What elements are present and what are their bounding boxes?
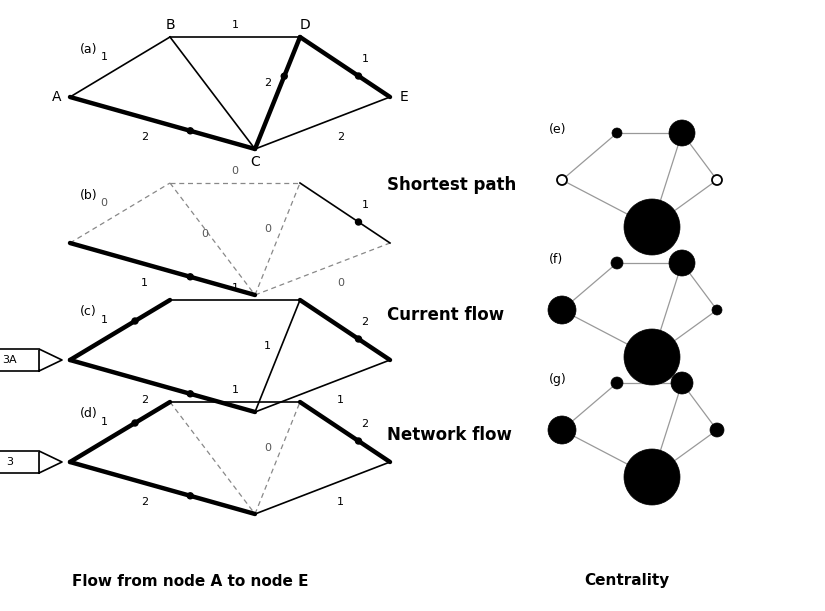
Text: (c): (c): [80, 306, 97, 318]
Text: 1: 1: [232, 20, 238, 30]
Text: 2: 2: [361, 419, 369, 429]
Text: 2: 2: [337, 132, 344, 142]
Circle shape: [669, 120, 695, 146]
Polygon shape: [39, 349, 62, 371]
Circle shape: [187, 391, 193, 397]
Text: 1: 1: [361, 54, 369, 64]
Text: Centrality: Centrality: [584, 574, 670, 588]
Text: 0: 0: [264, 224, 271, 234]
Text: 1: 1: [337, 497, 344, 507]
Text: (d): (d): [80, 408, 97, 420]
Circle shape: [356, 438, 361, 444]
Text: 0: 0: [101, 198, 107, 208]
Circle shape: [548, 416, 576, 444]
Circle shape: [671, 372, 693, 394]
Circle shape: [611, 377, 623, 389]
Circle shape: [356, 73, 361, 79]
Text: 3: 3: [6, 457, 13, 467]
Circle shape: [187, 493, 193, 499]
Circle shape: [132, 420, 138, 426]
Text: 0: 0: [337, 278, 344, 288]
Circle shape: [187, 274, 193, 280]
FancyBboxPatch shape: [0, 349, 39, 371]
Polygon shape: [39, 451, 62, 473]
FancyBboxPatch shape: [0, 451, 39, 473]
Text: 0: 0: [232, 166, 238, 176]
Text: (a): (a): [80, 43, 97, 56]
Circle shape: [356, 336, 361, 342]
Circle shape: [712, 305, 722, 315]
Text: 2: 2: [141, 497, 148, 507]
Text: 3A: 3A: [2, 355, 16, 365]
Text: 1: 1: [264, 341, 271, 351]
Circle shape: [611, 257, 623, 269]
Text: Flow from node A to node E: Flow from node A to node E: [72, 574, 308, 588]
Circle shape: [669, 250, 695, 276]
Text: B: B: [165, 18, 175, 32]
Text: 0: 0: [264, 443, 271, 453]
Text: 1: 1: [232, 283, 238, 293]
Text: (b): (b): [80, 189, 97, 202]
Text: E: E: [399, 90, 408, 104]
Text: Network flow: Network flow: [387, 426, 512, 444]
Text: 1: 1: [232, 385, 238, 395]
Text: 1: 1: [101, 315, 107, 325]
Text: 1: 1: [141, 278, 148, 288]
Circle shape: [132, 318, 138, 324]
Circle shape: [281, 73, 287, 79]
Circle shape: [624, 199, 680, 255]
Text: 1: 1: [337, 395, 344, 405]
Circle shape: [548, 296, 576, 324]
Circle shape: [712, 175, 722, 185]
Text: 2: 2: [141, 395, 148, 405]
Text: (f): (f): [549, 253, 563, 266]
Text: 1: 1: [101, 52, 107, 62]
Circle shape: [187, 128, 193, 134]
Text: 1: 1: [361, 200, 369, 210]
Text: (e): (e): [549, 123, 567, 136]
Text: (g): (g): [549, 373, 567, 386]
Text: 2: 2: [141, 132, 148, 142]
Text: 2: 2: [264, 78, 271, 88]
Text: D: D: [299, 18, 310, 32]
Text: 2: 2: [361, 317, 369, 327]
Circle shape: [356, 219, 361, 225]
Text: Shortest path: Shortest path: [387, 176, 516, 194]
Circle shape: [612, 128, 622, 138]
Text: Current flow: Current flow: [387, 306, 504, 324]
Text: 1: 1: [101, 417, 107, 427]
Circle shape: [624, 449, 680, 505]
Circle shape: [557, 175, 567, 185]
Text: C: C: [250, 155, 260, 169]
Text: A: A: [52, 90, 62, 104]
Circle shape: [710, 423, 724, 437]
Circle shape: [624, 329, 680, 385]
Text: 0: 0: [201, 229, 208, 239]
